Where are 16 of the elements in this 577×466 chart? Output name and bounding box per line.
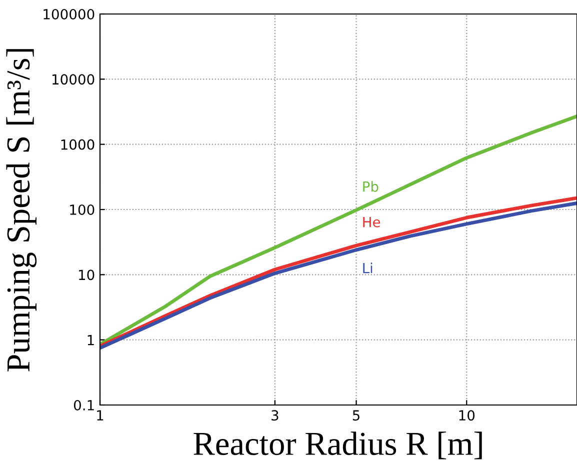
x-tick-label: 1: [97, 410, 104, 420]
y-tick-label: 1: [88, 334, 94, 346]
y-tick-label: 100000: [44, 8, 94, 20]
x-tick-label: 10: [459, 410, 475, 421]
series-label: He: [363, 217, 380, 228]
y-tick-label: 100: [70, 204, 94, 215]
y-tick-label: 10000: [52, 74, 94, 85]
x-tick-label: 3: [272, 410, 278, 421]
y-axis-title: Pumping Speed S [m³/s]: [6, 49, 37, 372]
series-label: Pb: [363, 181, 378, 192]
x-tick-label: 5: [352, 410, 360, 421]
y-tick-label: 10: [78, 270, 94, 280]
y-tick-label: 0.1: [74, 400, 94, 410]
y-tick-label: 1000: [61, 139, 94, 150]
series-label: Li: [363, 262, 372, 274]
x-axis-title: Reactor Radius R [m]: [194, 432, 482, 460]
